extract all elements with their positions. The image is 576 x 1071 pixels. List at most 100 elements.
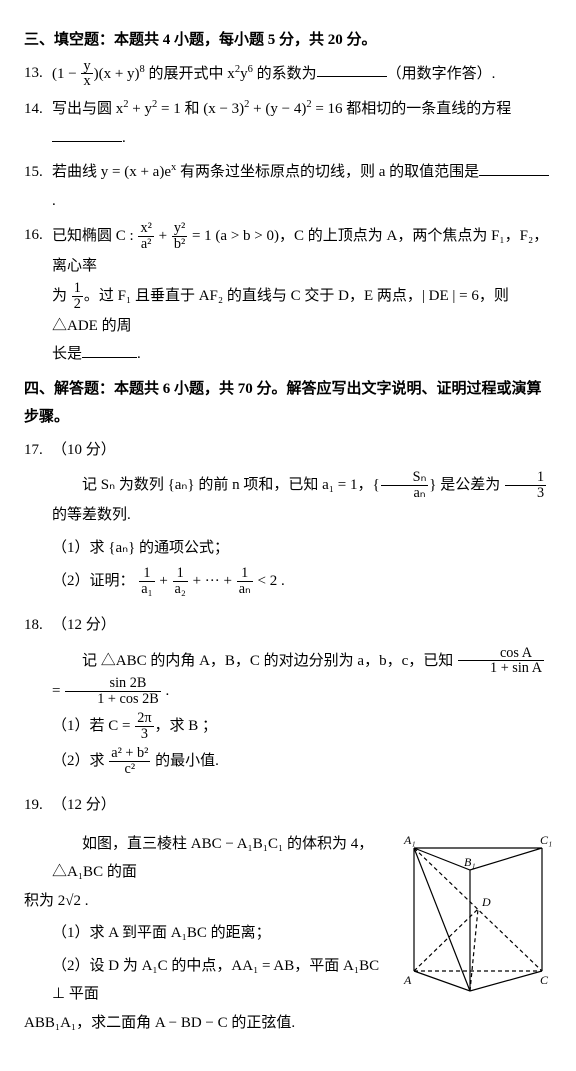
blank xyxy=(317,61,387,77)
q16-body: 已知椭圆 C : x²a² + y²b² = 1 (a > b > 0)，C 的… xyxy=(52,221,552,368)
d: 2 xyxy=(72,297,83,312)
lbl-B: B xyxy=(466,993,474,996)
d: a₁ xyxy=(139,582,154,597)
t: = xyxy=(52,683,64,699)
q16-num: 16. xyxy=(24,221,52,368)
n: 1 xyxy=(72,281,83,297)
t: (1 − xyxy=(52,65,80,81)
q18-pts: （12 分） xyxy=(52,611,552,640)
q14: 14. 写出与圆 x2 + y2 = 1 和 (x − 3)2 + (y − 4… xyxy=(24,95,552,152)
t: （1）若 C = xyxy=(52,718,134,734)
n: 1 xyxy=(139,566,154,582)
q19-pts: （12 分） xyxy=(52,791,552,820)
n: Sₙ xyxy=(381,470,429,486)
t: 的系数为 xyxy=(253,65,317,81)
frac-yx: yx xyxy=(81,59,92,90)
t: 记 Sₙ 为数列 {aₙ} 的前 n 项和，已知 a₁ = 1，{ xyxy=(82,477,380,493)
t: （2）证明： xyxy=(52,573,135,589)
q19-l3: ABB₁A₁，求二面角 A − BD − C 的正弦值. xyxy=(24,1009,552,1038)
frac: 12 xyxy=(72,281,83,312)
q17-num: 17. xyxy=(24,436,52,465)
t: + xyxy=(155,228,171,244)
frac: a² + b²c² xyxy=(109,746,150,777)
d: aₙ xyxy=(237,582,253,597)
q18-s1: （1）若 C = 2π3，求 B ； xyxy=(52,711,552,742)
t: （2）求 xyxy=(52,753,108,769)
t: + ··· + xyxy=(189,573,236,589)
q13-num: 13. xyxy=(24,59,52,90)
n: a² + b² xyxy=(109,746,150,762)
t: . xyxy=(137,346,141,362)
n: 2π xyxy=(135,711,153,727)
q19-l2: 积为 2√2 . xyxy=(24,887,394,916)
q19: 19. （12 分） 如图，直三棱柱 ABC − A₁B₁C₁ 的体积为 4，△… xyxy=(24,791,552,1037)
t: . xyxy=(162,683,170,699)
frac: 13 xyxy=(505,470,546,501)
q17: 17. （10 分） 记 Sₙ 为数列 {aₙ} 的前 n 项和，已知 a₁ =… xyxy=(24,436,552,597)
q17-s1: （1）求 {aₙ} 的通项公式； xyxy=(52,534,552,563)
n: sin 2B xyxy=(65,676,160,692)
frac: 1aₙ xyxy=(237,566,253,597)
t: = 1 和 (x − 3) xyxy=(157,101,244,117)
q13: 13. (1 − yx)(x + y)8 的展开式中 x2y6 的系数为（用数字… xyxy=(24,59,552,90)
t: 的等差数列. xyxy=(52,507,131,523)
lbl-D: D xyxy=(481,895,491,909)
q19-s1: （1）求 A 到平面 A₁BC 的距离； xyxy=(52,919,394,948)
t: < 2 . xyxy=(254,573,285,589)
d: 3 xyxy=(135,727,153,742)
n: cos A xyxy=(458,646,544,662)
d: b² xyxy=(172,237,187,252)
blank xyxy=(52,126,122,142)
d: a₂ xyxy=(173,582,188,597)
t: （用数字作答）. xyxy=(387,65,496,81)
q17-s2: （2）证明： 1a₁ + 1a₂ + ··· + 1aₙ < 2 . xyxy=(52,566,552,597)
q14-body: 写出与圆 x2 + y2 = 1 和 (x − 3)2 + (y − 4)2 =… xyxy=(52,95,552,152)
q17-pts: （10 分） xyxy=(52,436,552,465)
d: c² xyxy=(109,762,150,777)
t: 已知椭圆 C : xyxy=(52,228,137,244)
frac: cos A1 + sin A xyxy=(458,646,544,677)
q17-l1: 记 Sₙ 为数列 {aₙ} 的前 n 项和，已知 a₁ = 1，{Sₙaₙ} 是… xyxy=(52,470,552,529)
t: + y xyxy=(129,101,152,117)
q19-l1: 如图，直三棱柱 ABC − A₁B₁C₁ 的体积为 4，△A₁BC 的面 xyxy=(52,830,394,887)
t: 若曲线 y = (x + a)e xyxy=(52,164,171,180)
q14-num: 14. xyxy=(24,95,52,152)
frac: x²a² xyxy=(138,221,153,252)
lbl-B1: B₁ xyxy=(464,855,476,869)
lbl-A: A xyxy=(403,973,412,987)
q13-body: (1 − yx)(x + y)8 的展开式中 x2y6 的系数为（用数字作答）. xyxy=(52,59,552,90)
d: 1 + sin A xyxy=(458,661,544,676)
frac: 1a₂ xyxy=(173,566,188,597)
prism-figure: A₁ B₁ C₁ A B C D xyxy=(402,826,552,1009)
section4-heading: 四、解答题：本题共 6 小题，共 70 分。解答应写出文字说明、证明过程或演算步… xyxy=(24,375,552,432)
t: 长是 xyxy=(52,346,82,362)
d: 1 + cos 2B xyxy=(65,692,160,707)
t: )(x + y) xyxy=(94,65,140,81)
d: 3 xyxy=(505,486,546,501)
lbl-C: C xyxy=(540,973,549,987)
frac: y²b² xyxy=(172,221,187,252)
t: } 是公差为 xyxy=(429,477,504,493)
t: = 16 都相切的一条直线的方程 xyxy=(312,101,512,117)
n: 1 xyxy=(237,566,253,582)
t: . xyxy=(52,193,56,209)
t: 写出与圆 x xyxy=(52,101,123,117)
frac: 1a₁ xyxy=(139,566,154,597)
t: y xyxy=(240,65,248,81)
t: . xyxy=(122,130,126,146)
t: 记 △ABC 的内角 A，B，C 的对边分别为 a，b，c，已知 xyxy=(82,652,457,668)
blank xyxy=(479,160,549,176)
t: 的展开式中 x xyxy=(145,65,235,81)
lbl-A1: A₁ xyxy=(403,833,416,847)
q18: 18. （12 分） 记 △ABC 的内角 A，B，C 的对边分别为 a，b，c… xyxy=(24,611,552,777)
q18-l1: 记 △ABC 的内角 A，B，C 的对边分别为 a，b，c，已知 cos A1 … xyxy=(52,646,552,708)
t: + (y − 4) xyxy=(249,101,306,117)
n: y xyxy=(81,59,92,75)
frac: sin 2B1 + cos 2B xyxy=(65,676,160,707)
q19-num: 19. xyxy=(24,791,52,820)
blank xyxy=(82,342,137,358)
q18-s2: （2）求 a² + b²c² 的最小值. xyxy=(52,746,552,777)
d: x xyxy=(81,74,92,89)
t: 的最小值. xyxy=(151,753,219,769)
q16: 16. 已知椭圆 C : x²a² + y²b² = 1 (a > b > 0)… xyxy=(24,221,552,368)
